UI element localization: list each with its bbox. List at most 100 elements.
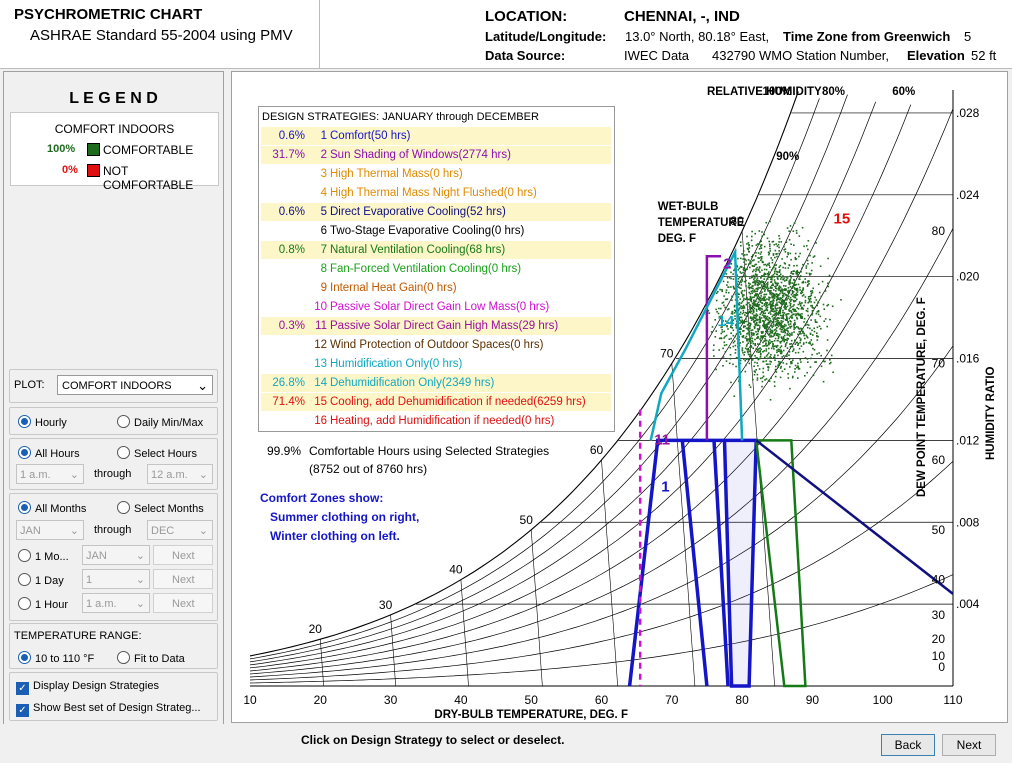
data-point [797,342,800,345]
data-point [769,266,771,268]
next-hour-button[interactable]: Next [153,593,213,613]
data-point [774,285,776,288]
data-point [730,286,732,288]
data-point [747,248,749,251]
data-point [773,276,775,278]
display-strategies-checkbox[interactable]: ✓ Display Design Strategies [16,680,159,695]
strategy-row-15[interactable]: 71.4% 15 Cooling, add Dehumidification if … [261,393,611,411]
data-point [767,323,770,325]
data-point [734,349,737,351]
data-point [828,274,831,277]
one-month-radio[interactable]: 1 Mo... [18,549,69,563]
strategy-row-2[interactable]: 31.7% 2 Sun Shading of Windows(2774 hrs) [261,146,611,164]
show-best-checkbox[interactable]: ✓ Show Best set of Design Strateg... [16,702,201,717]
next-month-button[interactable]: Next [153,545,213,565]
select-hours-radio[interactable]: Select Hours [117,446,197,460]
data-point [768,298,770,300]
data-point [766,325,769,328]
data-point [747,322,750,325]
data-point [796,291,799,293]
back-button[interactable]: Back [881,734,935,756]
strategy-row-10[interactable]: 10 Passive Solar Direct Gain Low Mass(0 h… [261,298,611,316]
data-point [791,287,794,289]
data-point [760,247,763,249]
month-from-select[interactable]: JAN ⌄ [16,520,84,540]
all-hours-radio[interactable]: All Hours [18,446,80,460]
data-point [827,285,830,288]
data-point [770,284,773,287]
data-point [741,253,743,255]
data-point [778,241,780,243]
strategy-row-3[interactable]: 3 High Thermal Mass(0 hrs) [261,165,611,183]
next-button[interactable]: Next [942,734,996,756]
data-point [813,349,816,351]
range-10-110-radio[interactable]: 10 to 110 °F [18,651,94,665]
data-point [722,356,725,358]
data-point [752,306,755,308]
data-point [776,334,779,337]
data-point [761,302,764,305]
fit-to-data-radio[interactable]: Fit to Data [117,651,185,665]
data-point [762,345,764,347]
data-point [809,327,811,330]
humidity-ratio-tick-label: .020 [956,270,980,284]
plot-select[interactable]: COMFORT INDOORS ⌄ [57,375,213,395]
hourly-radio[interactable]: Hourly [18,415,67,429]
next-day-button[interactable]: Next [153,569,213,589]
data-point [778,317,780,320]
one-hour-radio[interactable]: 1 Hour [18,597,68,611]
strategy-row-7[interactable]: 0.8% 7 Natural Ventilation Cooling(68 hrs) [261,241,611,259]
all-months-radio[interactable]: All Months [18,501,86,515]
strategy-row-12[interactable]: 12 Wind Protection of Outdoor Spaces(0 hr… [261,336,611,354]
daily-radio[interactable]: Daily Min/Max [117,415,203,429]
station-value: 432790 WMO Station Number, [712,48,890,63]
data-point [778,237,781,240]
hour-to-select[interactable]: 12 a.m. ⌄ [147,464,213,484]
data-point [793,328,795,331]
data-point [793,296,796,298]
strategy-number: 12 [314,339,327,351]
data-point [823,308,826,310]
select-months-radio[interactable]: Select Months [117,501,204,515]
month-to-select[interactable]: DEC ⌄ [147,520,213,540]
data-point [773,296,775,298]
data-point [777,243,780,246]
legend-notcomfortable-label: NOT COMFORTABLE [103,164,194,192]
strategy-row-11[interactable]: 0.3% 11 Passive Solar Direct Gain High Mas… [261,317,611,335]
data-point [805,309,808,312]
data-point [730,263,733,265]
strategy-row-16[interactable]: 16 Heating, add Humidification if needed(… [261,412,611,430]
strategy-row-6[interactable]: 6 Two-Stage Evaporative Cooling(0 hrs) [261,222,611,240]
data-point [786,227,789,229]
strategy-row-9[interactable]: 9 Internal Heat Gain(0 hrs) [261,279,611,297]
data-point [749,306,752,309]
zone-label: 1 [661,479,669,496]
data-point [744,351,746,353]
strategy-row-14[interactable]: 26.8% 14 Dehumidification Only(2349 hrs) [261,374,611,392]
data-point [793,222,796,224]
data-point [815,361,817,363]
one-day-radio[interactable]: 1 Day [18,573,64,587]
data-point [758,230,761,232]
data-point [773,272,776,275]
data-point [750,335,753,337]
data-point [798,276,801,278]
hour-from-select[interactable]: 1 a.m. ⌄ [16,464,84,484]
one-hour-select[interactable]: 1 a.m. ⌄ [82,593,150,613]
data-point [775,243,777,245]
data-point [797,351,800,354]
data-point [796,294,799,296]
data-point [772,254,775,256]
one-month-select[interactable]: JAN ⌄ [82,545,150,565]
strategy-row-8[interactable]: 8 Fan-Forced Ventilation Cooling(0 hrs) [261,260,611,278]
one-day-select[interactable]: 1 ⌄ [82,569,150,589]
data-point [781,356,783,358]
strategy-row-13[interactable]: 13 Humidification Only(0 hrs) [261,355,611,373]
strategy-row-5[interactable]: 0.6% 5 Direct Evaporative Cooling(52 hrs) [261,203,611,221]
strategy-row-4[interactable]: 4 High Thermal Mass Night Flushed(0 hrs) [261,184,611,202]
data-point [769,332,771,335]
data-point [800,290,803,292]
data-point [744,359,746,362]
strategy-row-1[interactable]: 0.6% 1 Comfort(50 hrs) [261,127,611,145]
data-point [794,322,796,324]
